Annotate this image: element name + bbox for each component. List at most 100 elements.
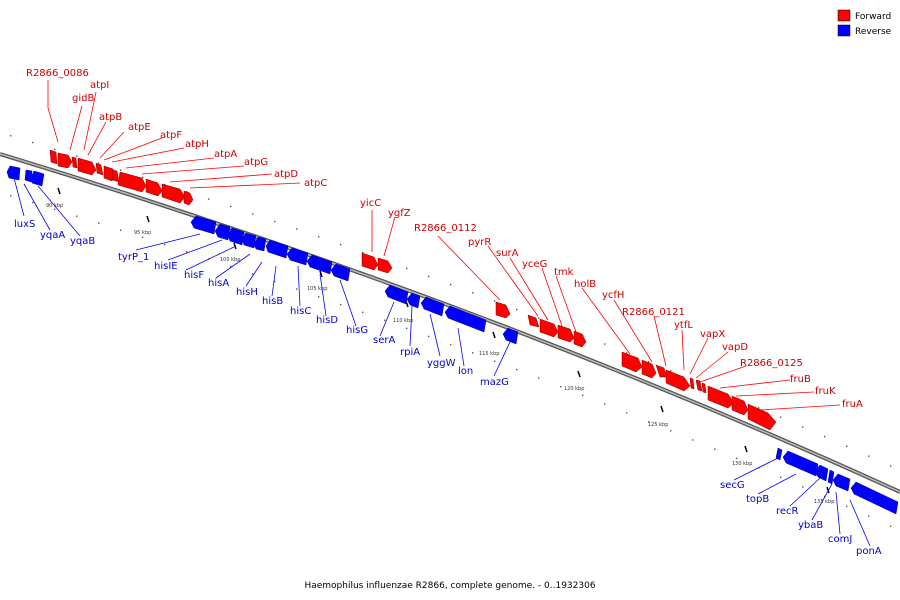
guide-dot xyxy=(582,394,584,397)
gene-vapx[interactable] xyxy=(689,377,695,390)
guide-dot xyxy=(472,292,474,294)
guide-dot xyxy=(450,343,452,346)
gene-atpa[interactable] xyxy=(117,171,147,193)
gene-hisa[interactable] xyxy=(241,232,257,249)
genome-caption: Haemophilus influenzae R2866, complete g… xyxy=(304,581,595,591)
gene-atpe[interactable] xyxy=(95,162,104,176)
gene-ygfz[interactable] xyxy=(377,257,393,274)
guide-dot xyxy=(384,319,386,322)
gene-hisc[interactable] xyxy=(286,247,309,266)
gene-recr[interactable] xyxy=(814,464,829,482)
gene-label: R2866_0112 xyxy=(414,223,477,234)
gene-r2866-0125[interactable] xyxy=(701,382,707,394)
guide-dot xyxy=(472,352,474,354)
gene-frua[interactable] xyxy=(747,403,777,431)
gene-atpg[interactable] xyxy=(145,178,163,197)
scale-ticks: 90 kbp 95 kbp 100 kbp 105 kbp 110 kbp 11… xyxy=(46,187,834,505)
guide-dot xyxy=(340,243,342,246)
gene-label: hisG xyxy=(346,325,368,336)
guide-dot xyxy=(362,311,364,314)
gene-luxs[interactable] xyxy=(6,165,21,181)
gene-rpia[interactable] xyxy=(406,292,421,309)
gene-label: hisH xyxy=(236,287,258,298)
gene-label: lon xyxy=(458,366,473,377)
gene-label: secG xyxy=(720,480,745,491)
gene-r2866-0121[interactable] xyxy=(655,364,668,378)
gene-vapd[interactable] xyxy=(695,379,703,392)
gene-label: serA xyxy=(373,335,395,346)
gene-label: R2866_0086 xyxy=(26,68,89,79)
gene-atph[interactable] xyxy=(111,169,120,183)
guide-dot xyxy=(626,352,628,354)
guide-dot xyxy=(714,448,716,450)
gene-label: recR xyxy=(776,506,799,517)
gene-label: surA xyxy=(496,248,519,259)
gene-tmk[interactable] xyxy=(573,330,587,348)
gene-sera[interactable] xyxy=(384,284,409,305)
gene-ycfh[interactable] xyxy=(641,359,657,379)
gene-yceg[interactable] xyxy=(557,324,575,343)
guide-dot xyxy=(252,273,254,275)
gene-topb[interactable] xyxy=(782,450,819,477)
gene-mazg[interactable] xyxy=(502,327,519,345)
guide-dot xyxy=(208,198,210,200)
guide-dot xyxy=(252,213,254,215)
gene-hisd[interactable] xyxy=(306,254,333,275)
gene-label: atpC xyxy=(304,178,327,189)
guide-dot xyxy=(692,439,694,441)
gene-atpi[interactable] xyxy=(71,156,78,169)
tick-label: 115 kbp xyxy=(479,351,499,357)
gene-r2866-0086[interactable] xyxy=(49,149,58,165)
guide-dot xyxy=(538,317,540,319)
guide-dot xyxy=(54,208,56,211)
guide-dot xyxy=(890,525,892,527)
gene-yggw[interactable] xyxy=(420,296,445,317)
guide-dot xyxy=(274,280,276,283)
legend-forward-label: Forward xyxy=(855,12,891,22)
gene-secg[interactable] xyxy=(775,447,783,461)
gene-atpb[interactable] xyxy=(77,157,97,176)
gene-holb[interactable] xyxy=(621,351,643,373)
guide-dot xyxy=(626,412,628,414)
gene-label: atpH xyxy=(185,139,209,150)
gene-gidb[interactable] xyxy=(57,152,73,169)
gene-hisb[interactable] xyxy=(265,239,289,259)
guide-dot xyxy=(142,176,144,179)
guide-dot xyxy=(604,403,606,405)
gene-atpc[interactable] xyxy=(183,190,194,206)
tick-label: 95 kbp xyxy=(134,230,151,236)
gene-yqaa[interactable] xyxy=(24,169,33,183)
legend-reverse-swatch xyxy=(837,24,851,37)
tick-label: 110 kbp xyxy=(393,318,413,324)
gene-label: hisIE xyxy=(154,261,178,272)
gene-ytfl[interactable] xyxy=(665,369,691,392)
gene-hisie[interactable] xyxy=(214,223,231,241)
gene-hisg[interactable] xyxy=(330,263,351,282)
gene-hish[interactable] xyxy=(253,236,267,252)
tick-mark xyxy=(660,405,664,413)
guide-dot xyxy=(824,435,826,438)
forward-leaders xyxy=(47,80,841,411)
guide-dot xyxy=(780,476,782,479)
gene-frub[interactable] xyxy=(707,385,735,409)
gene-yicc[interactable] xyxy=(361,252,379,271)
guide-dot xyxy=(670,370,672,372)
guide-dot xyxy=(516,368,518,371)
gene-label: ycfH xyxy=(602,290,624,301)
gene-fruk[interactable] xyxy=(731,395,749,416)
gene-comj[interactable] xyxy=(832,473,851,492)
guide-dot xyxy=(142,236,144,239)
gene-ybab[interactable] xyxy=(827,469,835,485)
guide-dot xyxy=(340,303,342,306)
gene-sura[interactable] xyxy=(539,318,559,338)
legend-forward-swatch xyxy=(837,9,851,22)
gene-tyrp-1[interactable] xyxy=(190,215,217,235)
gene-pyrr[interactable] xyxy=(527,314,540,328)
gene-pona[interactable] xyxy=(850,481,899,515)
gene-yqab[interactable] xyxy=(30,170,45,187)
gene-atpd[interactable] xyxy=(161,183,186,204)
gene-hisf[interactable] xyxy=(227,227,245,246)
gene-label: tmk xyxy=(554,267,574,278)
gene-lon[interactable] xyxy=(444,305,487,333)
gene-r2866-0112[interactable] xyxy=(495,301,511,319)
